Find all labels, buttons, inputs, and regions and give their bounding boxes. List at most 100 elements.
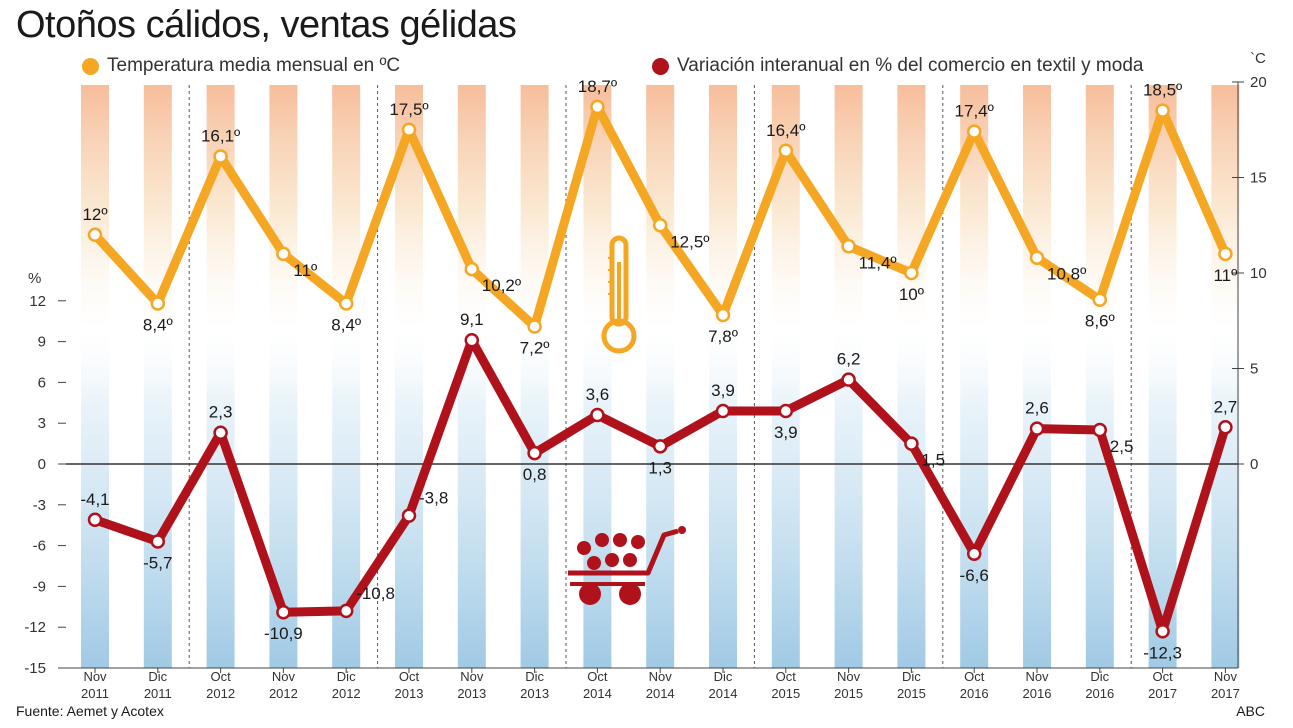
month-band <box>1148 85 1177 668</box>
temperature-data-label: 11,4º <box>859 253 897 272</box>
temperature-data-label: 8,4º <box>143 316 173 335</box>
temperature-data-label: 8,4º <box>331 316 361 335</box>
x-tick-month: Oct <box>776 669 797 684</box>
x-tick-year: 2016 <box>960 686 989 701</box>
legend-temperature-label: Temperatura media mensual en ºC <box>107 55 401 76</box>
variation-point <box>715 403 731 419</box>
left-tick-label: 9 <box>38 334 46 351</box>
variation-data-label: 2,5 <box>1110 437 1134 456</box>
temperature-point <box>401 122 417 137</box>
variation-point <box>590 407 605 423</box>
month-band <box>646 85 675 668</box>
month-band <box>395 85 423 668</box>
variation-point <box>87 512 103 528</box>
x-tick-month: Dic <box>902 669 921 684</box>
temperature-point <box>213 149 228 164</box>
variation-point <box>966 546 982 562</box>
temperature-data-label: 12º <box>82 205 107 224</box>
month-band <box>960 85 989 668</box>
variation-point <box>1218 420 1233 435</box>
variation-data-label: 1,5 <box>921 451 945 470</box>
temperature-point <box>527 319 542 334</box>
x-axis: Nov 2011 Dic 2011 Oct 2012 Nov 2012 Dic 2012 Oct 20… <box>66 463 1240 701</box>
x-tick-month: Oct <box>210 669 231 684</box>
x-tick-month: Dic <box>714 669 733 684</box>
temperature-point <box>715 307 731 323</box>
temperature-point <box>778 143 794 159</box>
variation-data-label: 2,7 <box>1214 397 1238 416</box>
variation-point <box>276 604 291 620</box>
left-axis: % 12 9 6 3 0 -3 -6 -9 -12 -15 <box>24 270 66 677</box>
x-tick-month: Dic <box>337 669 356 684</box>
right-tick-label: 5 <box>1250 361 1258 378</box>
temperature-data-label: 7,8º <box>708 327 738 346</box>
temperature-point <box>590 99 605 115</box>
variation-data-label: -10,9 <box>264 624 303 643</box>
temperature-data-label: 16,4º <box>766 121 805 140</box>
temperature-data-label: 18,5º <box>1143 81 1182 100</box>
temperature-data-label: 7,2º <box>520 338 550 357</box>
variation-data-label: 1,3 <box>648 458 672 477</box>
variation-point <box>652 439 668 454</box>
x-tick-year: 2015 <box>897 686 926 701</box>
temperature-point <box>276 246 291 262</box>
variation-point <box>527 445 542 461</box>
temperature-data-label: 10,2º <box>482 276 521 295</box>
variation-data-label: -12,3 <box>1143 643 1182 662</box>
x-tick-year: 2014 <box>709 686 738 701</box>
temperature-data-label: 11º <box>293 261 317 280</box>
x-tick-year: 2012 <box>332 686 361 701</box>
x-tick-month: Oct <box>587 669 608 684</box>
chart-title: Otoños cálidos, ventas gélidas <box>16 4 517 46</box>
variation-point <box>1029 421 1045 436</box>
x-tick-month: Nov <box>272 669 296 684</box>
month-band <box>897 85 926 668</box>
temperature-data-label: 16,1º <box>201 126 240 145</box>
left-tick-label: 0 <box>38 456 46 473</box>
temperature-point <box>1155 103 1170 118</box>
temperature-point <box>1218 246 1233 262</box>
x-tick-month: Oct <box>964 669 985 684</box>
variation-data-label: 2,3 <box>209 403 233 422</box>
left-tick-label: 6 <box>38 374 46 391</box>
x-tick-year: 2017 <box>1211 686 1240 701</box>
variation-data-label: 3,9 <box>711 381 735 400</box>
temperature-point <box>1029 250 1045 265</box>
variation-point <box>1092 422 1108 438</box>
legend-variation-label: Variación interanual en % del comercio e… <box>677 55 1144 76</box>
temperature-point <box>338 296 354 311</box>
temperature-point <box>904 265 919 281</box>
x-tick-year: 2012 <box>269 686 298 701</box>
x-tick-month: Oct <box>399 669 420 684</box>
left-tick-label: -6 <box>33 538 46 555</box>
variation-point <box>1155 624 1170 639</box>
x-tick-month: Nov <box>1214 669 1238 684</box>
temperature-data-label: 10,8º <box>1047 265 1086 284</box>
variation-point <box>778 403 794 419</box>
month-bands <box>81 85 1240 668</box>
variation-data-label: -4,1 <box>80 490 109 509</box>
x-tick-year: 2016 <box>1023 686 1052 701</box>
series-variation: -4,1 -5,7 2,3 -10,9 -10,8 -3,8 9,1 0,8 3,6 1,3 3,9… <box>80 310 1237 662</box>
temperature-data-label: 10º <box>899 285 924 304</box>
x-tick-month: Nov <box>83 669 107 684</box>
month-band <box>81 85 109 668</box>
month-band <box>520 85 549 668</box>
x-tick-month: Nov <box>460 669 484 684</box>
month-band <box>1085 85 1114 668</box>
source-note: Fuente: Aemet y Acotex <box>16 703 164 719</box>
right-axis-unit: `C <box>1250 50 1266 67</box>
x-tick-year: 2012 <box>206 686 235 701</box>
decorative-icons <box>568 235 686 605</box>
temperature-point <box>652 218 668 233</box>
x-tick-month: Nov <box>837 669 861 684</box>
variation-data-label: 3,6 <box>586 385 610 404</box>
year-separators <box>188 85 1132 668</box>
x-tick-year: 2014 <box>646 686 675 701</box>
month-band <box>269 85 298 668</box>
variation-point <box>213 425 228 440</box>
legend-temperature-swatch <box>82 57 99 75</box>
x-tick-year: 2013 <box>395 686 424 701</box>
month-band <box>1023 85 1051 668</box>
